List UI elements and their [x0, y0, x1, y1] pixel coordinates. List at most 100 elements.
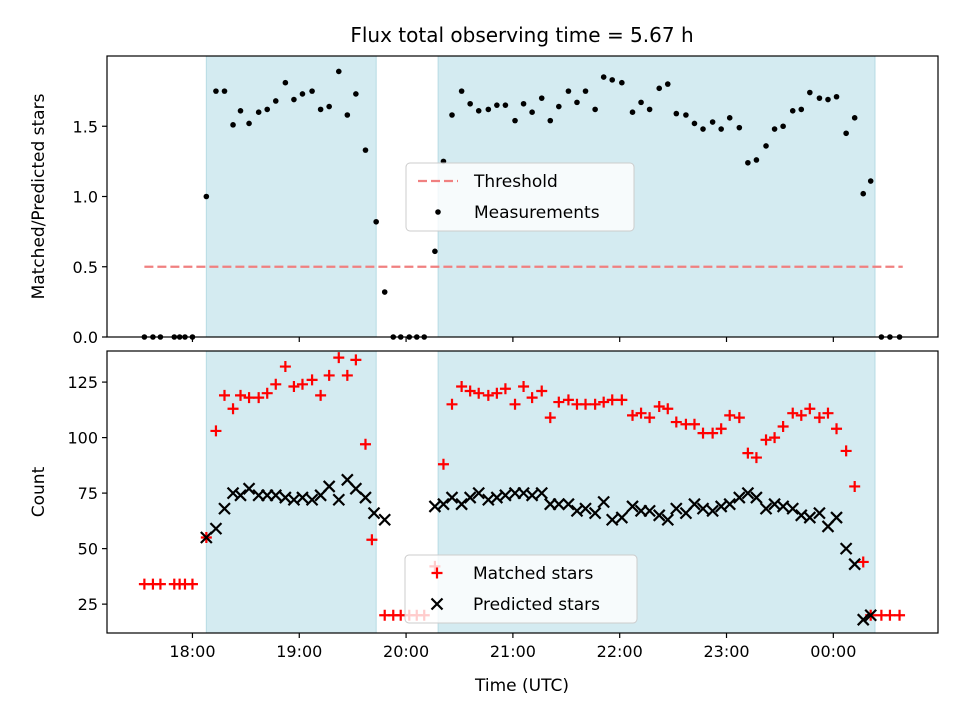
- data-point: [218, 389, 230, 401]
- data-point: [724, 409, 736, 421]
- data-point: [643, 504, 656, 518]
- data-point: [697, 427, 709, 439]
- data-point: [592, 106, 598, 113]
- data-point: [750, 452, 762, 464]
- data-point: [520, 100, 527, 107]
- y-tick-label: 100: [67, 429, 98, 448]
- data-point: [635, 407, 647, 419]
- data-point: [830, 511, 843, 524]
- data-point: [813, 412, 825, 424]
- data-point: [526, 392, 538, 404]
- data-point: [473, 387, 485, 399]
- data-point: [840, 445, 852, 457]
- data-point: [742, 447, 754, 459]
- data-point: [741, 486, 755, 500]
- data-point: [547, 117, 554, 124]
- data-point: [525, 489, 539, 502]
- data-point: [646, 106, 653, 113]
- legend-box: [404, 554, 638, 624]
- y-tick-label: 0.5: [73, 258, 98, 277]
- data-point: [652, 509, 666, 522]
- data-point: [673, 110, 680, 117]
- data-point: [499, 383, 511, 395]
- data-point: [664, 81, 671, 87]
- data-point: [894, 609, 906, 621]
- data-point: [333, 352, 345, 364]
- data-point: [600, 74, 607, 80]
- data-point: [544, 412, 556, 424]
- data-point: [606, 394, 618, 406]
- data-point: [359, 491, 372, 504]
- data-point: [378, 513, 391, 527]
- data-point: [777, 420, 789, 432]
- data-point: [306, 374, 318, 386]
- data-point: [335, 68, 342, 75]
- chart-title: Flux total observing time = 5.67 h: [350, 23, 693, 47]
- data-point: [700, 126, 706, 132]
- data-point: [588, 506, 602, 520]
- data-point: [849, 480, 861, 492]
- data-point: [553, 396, 565, 408]
- data-point: [154, 578, 166, 590]
- data-point: [574, 99, 580, 106]
- data-point: [210, 425, 222, 437]
- data-point: [733, 412, 745, 424]
- data-point: [562, 394, 574, 406]
- data-point: [661, 513, 675, 527]
- data-point: [536, 385, 548, 397]
- data-point: [299, 91, 306, 97]
- data-point: [715, 423, 727, 435]
- data-point: [350, 354, 362, 366]
- data-point: [344, 112, 351, 118]
- data-point: [582, 88, 589, 94]
- data-point: [381, 289, 388, 295]
- x-tick-label: 22:00: [597, 642, 643, 661]
- data-point: [494, 102, 500, 108]
- data-point: [579, 502, 592, 515]
- data-point: [780, 123, 786, 130]
- data-point: [803, 511, 817, 524]
- data-point: [512, 117, 518, 124]
- data-point: [323, 369, 335, 381]
- data-point: [353, 91, 359, 97]
- series-predicted-stars: [200, 473, 877, 626]
- data-point: [867, 178, 874, 184]
- data-point: [804, 403, 816, 415]
- data-point: [736, 124, 743, 131]
- data-point: [753, 157, 760, 163]
- data-point: [816, 95, 823, 101]
- data-point: [535, 486, 549, 500]
- legend: Matched stars Predicted stars: [404, 554, 638, 624]
- data-point: [322, 480, 336, 493]
- data-point: [884, 609, 896, 621]
- data-point: [437, 497, 450, 511]
- data-point: [615, 511, 629, 524]
- x-axis-label: Time (UTC): [474, 676, 569, 696]
- data-point: [795, 409, 807, 421]
- legend: Threshold Measurements: [405, 162, 635, 232]
- data-point: [605, 513, 619, 527]
- y-axis-label: Matched/Predicted stars: [29, 93, 49, 299]
- data-point: [499, 489, 512, 502]
- data-point: [326, 103, 332, 110]
- data-point: [789, 107, 796, 114]
- data-point: [860, 190, 867, 197]
- data-point: [366, 534, 378, 546]
- data-point: [580, 398, 592, 410]
- data-point: [270, 378, 282, 390]
- data-point: [472, 486, 485, 500]
- data-point: [296, 378, 308, 390]
- legend-label: Measurements: [474, 203, 600, 223]
- y-tick-label: 50: [78, 540, 98, 559]
- data-point: [706, 504, 719, 518]
- data-point: [638, 99, 644, 106]
- data-point: [750, 491, 763, 504]
- data-point: [769, 432, 781, 444]
- data-point: [482, 389, 494, 401]
- data-point: [798, 106, 805, 113]
- observing-window-band: [206, 56, 377, 337]
- data-point: [538, 95, 545, 101]
- data-point: [763, 143, 769, 149]
- data-point: [437, 458, 449, 470]
- data-point: [432, 248, 438, 255]
